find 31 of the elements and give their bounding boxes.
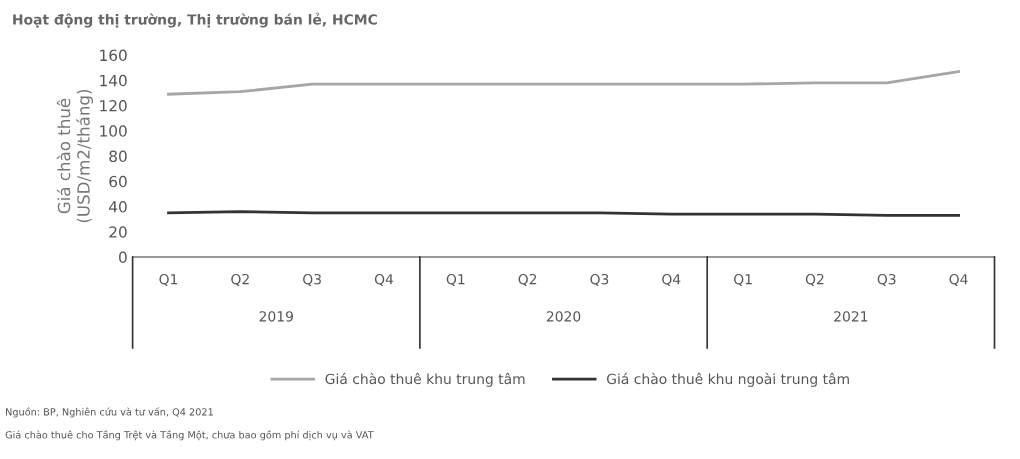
line-series — [167, 70, 960, 96]
text: Giá chào thuê cho Tầng Trệt và Tầng Một, chưa bao gồm phí dịch vụ và VAT — [5, 430, 374, 441]
legend-label: Giá chào thuê khu ngoài trung tâm — [606, 372, 849, 387]
x-tick-label: Q3 — [590, 273, 609, 287]
x-tick-label: Q4 — [374, 273, 394, 287]
x-tick-label: Q4 — [662, 273, 681, 287]
x-tick-label: Q3 — [877, 273, 896, 287]
y-axis-title: Giá chào thuê (USD/m2/tháng) — [56, 89, 94, 223]
legend-label: Giá chào thuê khu trung tâm — [325, 372, 525, 387]
y-tick-label: 20 — [109, 226, 127, 238]
x-tick-label: Q4 — [949, 273, 968, 287]
y-tick-label: 0 — [119, 251, 127, 264]
x-tick-label: Q1 — [159, 273, 178, 287]
y-tick-label: 160 — [100, 49, 127, 62]
text: 2020 — [546, 311, 581, 322]
y-tick-label: 80 — [109, 150, 127, 163]
x-tick-label: Q2 — [231, 273, 249, 287]
chart-title: Hoạt động thị trường, Thị trường bán lẻ, HCMC — [13, 12, 377, 28]
x-tick-label: Q1 — [446, 273, 465, 287]
x-tick-label: Q2 — [805, 273, 824, 287]
y-tick-label: 140 — [100, 74, 127, 87]
text: 2019 — [259, 311, 293, 322]
text: Nguồn: BP, Nghiên cứu và tư vấn, Q4 2021 — [6, 407, 213, 418]
text: 2021 — [834, 311, 868, 322]
x-tick-label: Q1 — [734, 273, 752, 287]
y-tick-label: 100 — [100, 125, 127, 137]
x-tick-label: Q2 — [518, 273, 537, 287]
y-tick-label: 60 — [109, 175, 127, 188]
x-tick-label: Q3 — [303, 273, 321, 287]
y-tick-label: 40 — [109, 201, 127, 213]
y-tick-label: 120 — [100, 100, 127, 112]
